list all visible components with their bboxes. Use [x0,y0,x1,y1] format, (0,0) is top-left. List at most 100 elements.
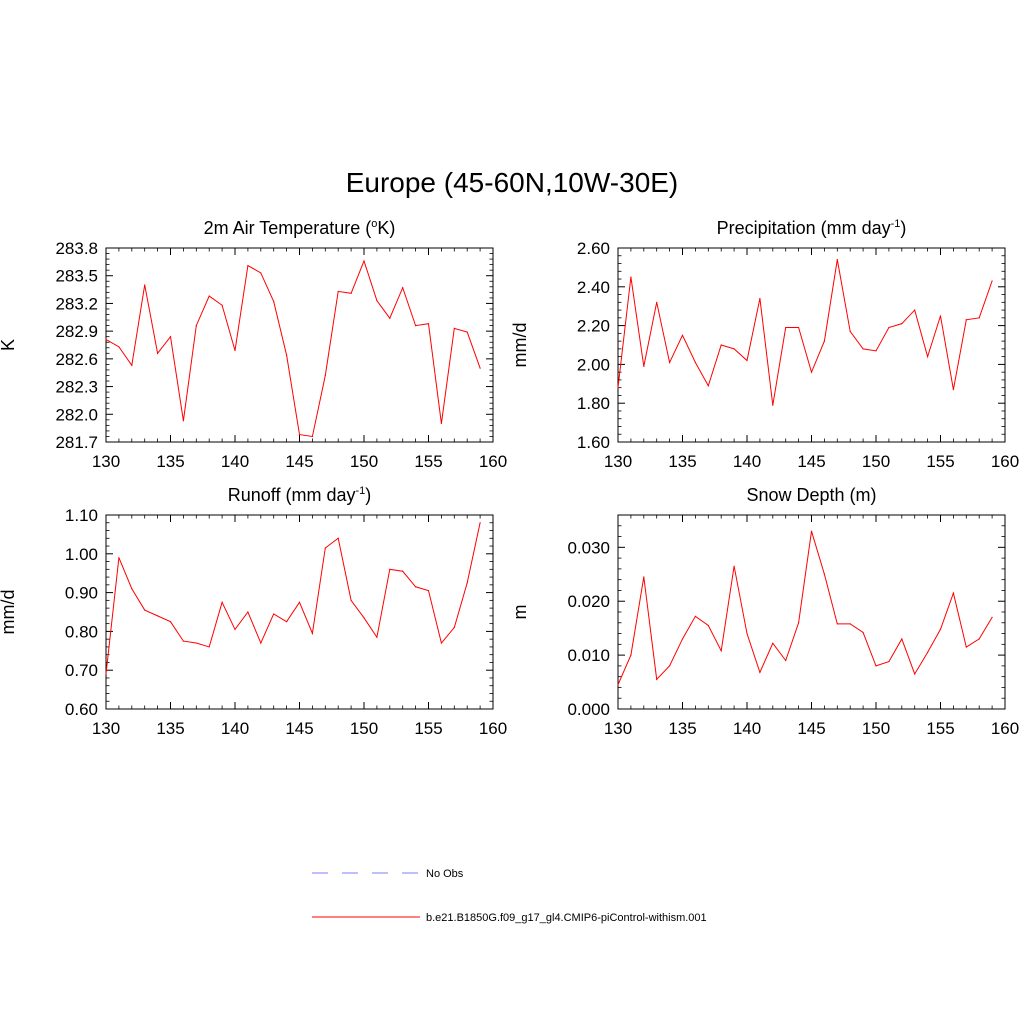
data-point [311,435,313,438]
data-point [785,659,787,662]
data-point [888,660,890,663]
data-point [630,654,632,656]
x-tick-label: 135 [156,452,184,471]
data-point [286,354,288,356]
y-tick-label: 2.00 [577,355,610,374]
data-point [798,622,800,624]
data-point [733,348,735,350]
x-tick-label: 150 [350,452,378,471]
data-point [350,292,352,294]
legend: No Obs b.e21.B1850G.f09_g17_gl4.CMIP6-pi… [312,868,707,924]
data-point [260,642,262,644]
data-point [901,323,903,325]
x-tick-label: 155 [414,719,442,738]
data-point [875,665,877,667]
data-point [169,621,172,623]
data-point [324,547,326,549]
data-point [440,642,442,644]
data-point [952,389,955,391]
data-point [247,611,249,613]
series-line [105,259,481,438]
data-point [118,346,120,348]
x-tick-label: 135 [156,719,184,738]
data-point [118,557,120,559]
y-tick-label: 282.9 [55,322,98,341]
data-point [402,287,404,289]
y-tick-label: 0.030 [567,538,610,557]
x-tick-label: 145 [285,719,313,738]
y-axis-label: mm/d [510,323,530,368]
plot-frame [105,514,494,710]
data-point [991,280,993,282]
data-point [939,315,942,317]
y-tick-label: 1.00 [65,545,98,564]
series-line [617,531,993,685]
x-tick-label: 130 [604,452,632,471]
data-point [707,624,709,627]
data-point [208,646,210,648]
x-tick-label: 145 [285,452,313,471]
x-tick-label: 145 [797,719,825,738]
x-tick-label: 130 [604,719,632,738]
data-point [694,361,697,364]
data-point [247,264,249,267]
series-line [105,522,481,675]
data-point [363,260,365,262]
x-tick-label: 150 [862,719,890,738]
data-point [669,361,671,364]
data-point [440,422,442,425]
data-point [298,434,301,436]
y-tick-label: 0.60 [65,700,98,719]
data-point [810,371,813,373]
data-point [746,359,748,362]
data-point [707,385,709,387]
y-tick-label: 1.60 [577,433,610,452]
x-tick-label: 155 [926,452,954,471]
y-tick-label: 283.2 [55,294,98,313]
y-tick-label: 282.6 [55,350,98,369]
data-point [402,570,404,572]
data-point [849,623,851,625]
x-tick-label: 145 [797,452,825,471]
data-point [157,615,159,617]
data-point [363,617,365,619]
data-point [131,364,133,366]
panel-temp: 2m Air Temperature (oK) K 130 135 140 145 150 1… [0,218,507,471]
x-tick-label: 160 [479,452,507,471]
data-point [221,304,223,306]
data-point [415,325,417,327]
data-point [643,576,645,578]
data-point [479,367,481,369]
panel-snow: Snow Depth (m) m 130 135 140 145 150 155 160 0.00… [510,485,1019,738]
data-point [681,638,684,640]
data-point [311,632,313,634]
data-point [105,673,107,675]
data-point [656,678,658,680]
data-point [965,319,967,321]
data-point [273,300,275,303]
y-tick-label: 2.20 [577,317,610,336]
data-point [466,582,468,584]
data-point [350,599,352,601]
data-point [888,326,890,329]
panels: 2m Air Temperature (oK) K 130 135 140 145 150 1… [0,218,1019,738]
data-point [195,325,197,327]
x-tick-label: 155 [926,719,954,738]
panel-title: 2m Air Temperature (oK) [204,218,396,238]
data-point [389,317,391,319]
data-point [978,317,980,319]
data-point [643,365,645,367]
data-point [144,609,146,611]
data-point [273,613,275,615]
y-axis-label: m [510,605,530,620]
x-tick-label: 140 [733,452,761,471]
data-point [337,537,339,539]
x-tick-label: 160 [479,719,507,738]
data-point [927,651,929,654]
data-point [746,632,748,635]
panel-runoff: Runoff (mm day-1) mm/d 130 135 140 145 150 155 1… [0,485,507,738]
data-point [836,259,838,261]
data-point [260,272,262,274]
y-tick-label: 0.020 [567,592,610,611]
y-tick-label: 282.0 [55,405,98,424]
